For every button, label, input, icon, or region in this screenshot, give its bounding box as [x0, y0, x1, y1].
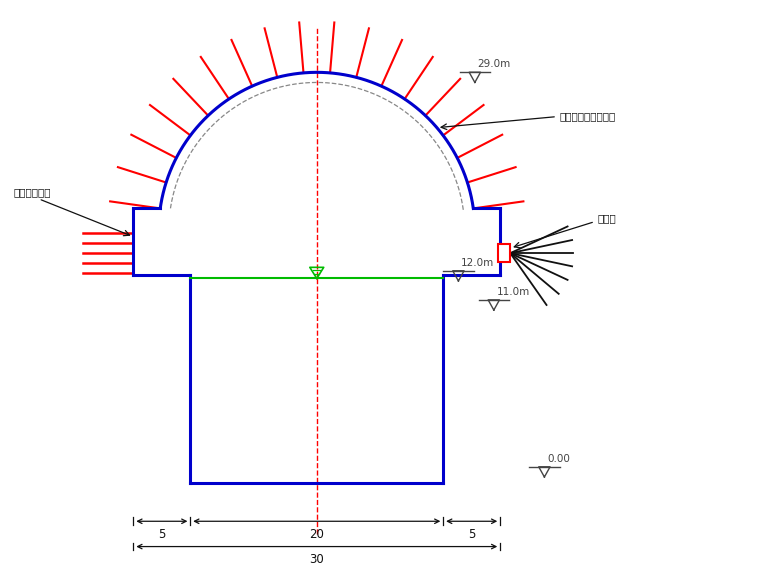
- Text: 0.00: 0.00: [547, 454, 570, 463]
- Text: 12.0m: 12.0m: [461, 258, 494, 267]
- Text: 边墙锚喷支护: 边墙锚喷支护: [13, 188, 51, 197]
- Text: 20: 20: [309, 528, 325, 540]
- Text: 拱部钢筋混凝土衬砌: 拱部钢筋混凝土衬砌: [559, 112, 616, 121]
- Bar: [498, 245, 510, 262]
- Text: 5: 5: [468, 528, 475, 540]
- Text: 吊车梁: 吊车梁: [597, 213, 616, 223]
- Text: 29.0m: 29.0m: [477, 59, 511, 69]
- Text: 30: 30: [309, 553, 325, 566]
- Text: 11.0m: 11.0m: [496, 287, 530, 296]
- Text: 5: 5: [158, 528, 166, 540]
